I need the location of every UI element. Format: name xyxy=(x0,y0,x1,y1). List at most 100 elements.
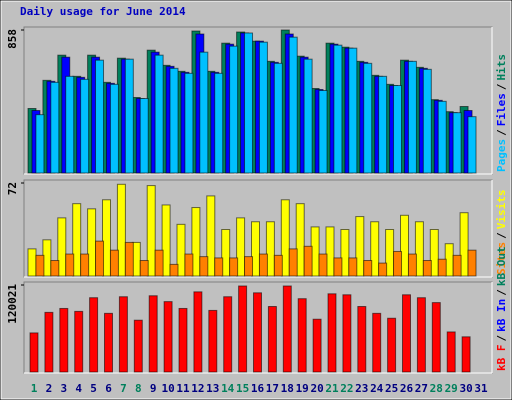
bar xyxy=(258,41,268,174)
bar xyxy=(461,336,471,373)
bar xyxy=(95,59,105,174)
x-tick-label: 28 xyxy=(430,382,443,395)
bar xyxy=(176,223,186,277)
bar xyxy=(467,116,477,174)
bar xyxy=(452,254,462,277)
bar xyxy=(333,257,343,277)
bar xyxy=(303,245,313,277)
bar xyxy=(59,307,69,373)
x-tick-label: 21 xyxy=(325,382,339,395)
bar xyxy=(407,253,417,277)
bar xyxy=(295,203,305,277)
legend-entry: kB In xyxy=(495,299,508,332)
x-tick-label: 8 xyxy=(135,382,142,395)
bar xyxy=(44,311,54,373)
bar xyxy=(35,254,45,277)
x-tick-label: 17 xyxy=(266,382,279,395)
bar xyxy=(80,253,90,277)
x-tick-label: 27 xyxy=(415,382,428,395)
x-tick-label: 15 xyxy=(236,382,249,395)
bar xyxy=(214,72,224,174)
x-tick-label: 9 xyxy=(150,382,157,395)
bar xyxy=(65,253,75,277)
bar xyxy=(191,207,201,277)
bar xyxy=(223,296,233,373)
legend: kB F / kB In / kB Out xyxy=(495,246,508,371)
bar xyxy=(429,229,439,277)
legend-entry: Visits xyxy=(495,190,508,230)
bar xyxy=(146,185,156,277)
bar xyxy=(297,298,307,373)
legend-separator: / xyxy=(495,335,508,342)
bar xyxy=(74,310,84,373)
bar xyxy=(333,44,343,174)
bar xyxy=(303,58,313,174)
bar xyxy=(124,241,134,277)
bar xyxy=(139,98,149,174)
bar xyxy=(318,90,328,174)
x-tick-label: 12 xyxy=(191,382,204,395)
y-tick-label: 120021 xyxy=(6,284,19,324)
bar xyxy=(109,249,119,277)
bar xyxy=(280,199,290,277)
bar xyxy=(206,195,216,277)
bar xyxy=(282,285,292,373)
bar xyxy=(109,83,119,174)
legend-separator: / xyxy=(495,83,508,90)
x-tick-label: 3 xyxy=(60,382,67,395)
bar xyxy=(124,58,134,174)
bar xyxy=(104,312,113,373)
legend-entry: kB Out xyxy=(495,246,508,286)
bar xyxy=(437,258,447,277)
x-tick-label: 22 xyxy=(340,382,353,395)
legend-entry: Files xyxy=(495,93,508,126)
bar xyxy=(118,296,128,373)
bar xyxy=(236,217,246,277)
x-tick-label: 25 xyxy=(385,382,398,395)
bar xyxy=(244,32,254,174)
bar xyxy=(446,331,456,373)
bar xyxy=(273,62,283,174)
legend: Sites / Visits xyxy=(495,190,508,276)
bar xyxy=(325,226,335,277)
legend-separator: / xyxy=(495,129,508,136)
bar xyxy=(348,257,358,277)
x-tick-label: 31 xyxy=(474,382,488,395)
x-tick-label: 14 xyxy=(221,382,235,395)
bar xyxy=(169,263,179,277)
bar xyxy=(72,203,82,277)
x-tick-label: 11 xyxy=(176,382,190,395)
bar xyxy=(184,253,194,277)
legend-separator: / xyxy=(495,232,508,239)
bar xyxy=(402,294,411,373)
bar xyxy=(193,291,203,373)
bar xyxy=(50,260,60,277)
x-tick-label: 1 xyxy=(31,382,38,395)
bar xyxy=(452,112,462,174)
bar xyxy=(244,256,254,277)
bar xyxy=(154,249,164,277)
bar xyxy=(89,297,99,373)
bar xyxy=(133,319,143,373)
legend-entry: Sites xyxy=(495,242,508,275)
bar xyxy=(208,309,218,373)
bar xyxy=(357,306,367,373)
bar xyxy=(229,45,239,174)
bar xyxy=(340,229,350,277)
bar xyxy=(370,221,380,277)
legend: Pages / Files / Hits xyxy=(495,54,508,172)
bar xyxy=(35,114,45,174)
bar xyxy=(258,253,268,277)
bar xyxy=(288,36,298,174)
legend-separator: / xyxy=(495,289,508,296)
bar xyxy=(267,306,277,373)
legend-entry: Pages xyxy=(495,139,508,172)
bar xyxy=(355,216,365,277)
y-tick-label: 858 xyxy=(6,29,19,49)
x-tick-label: 20 xyxy=(310,382,323,395)
bar xyxy=(378,262,388,277)
bar xyxy=(169,67,179,174)
bar xyxy=(221,229,231,277)
x-tick-label: 29 xyxy=(445,382,458,395)
